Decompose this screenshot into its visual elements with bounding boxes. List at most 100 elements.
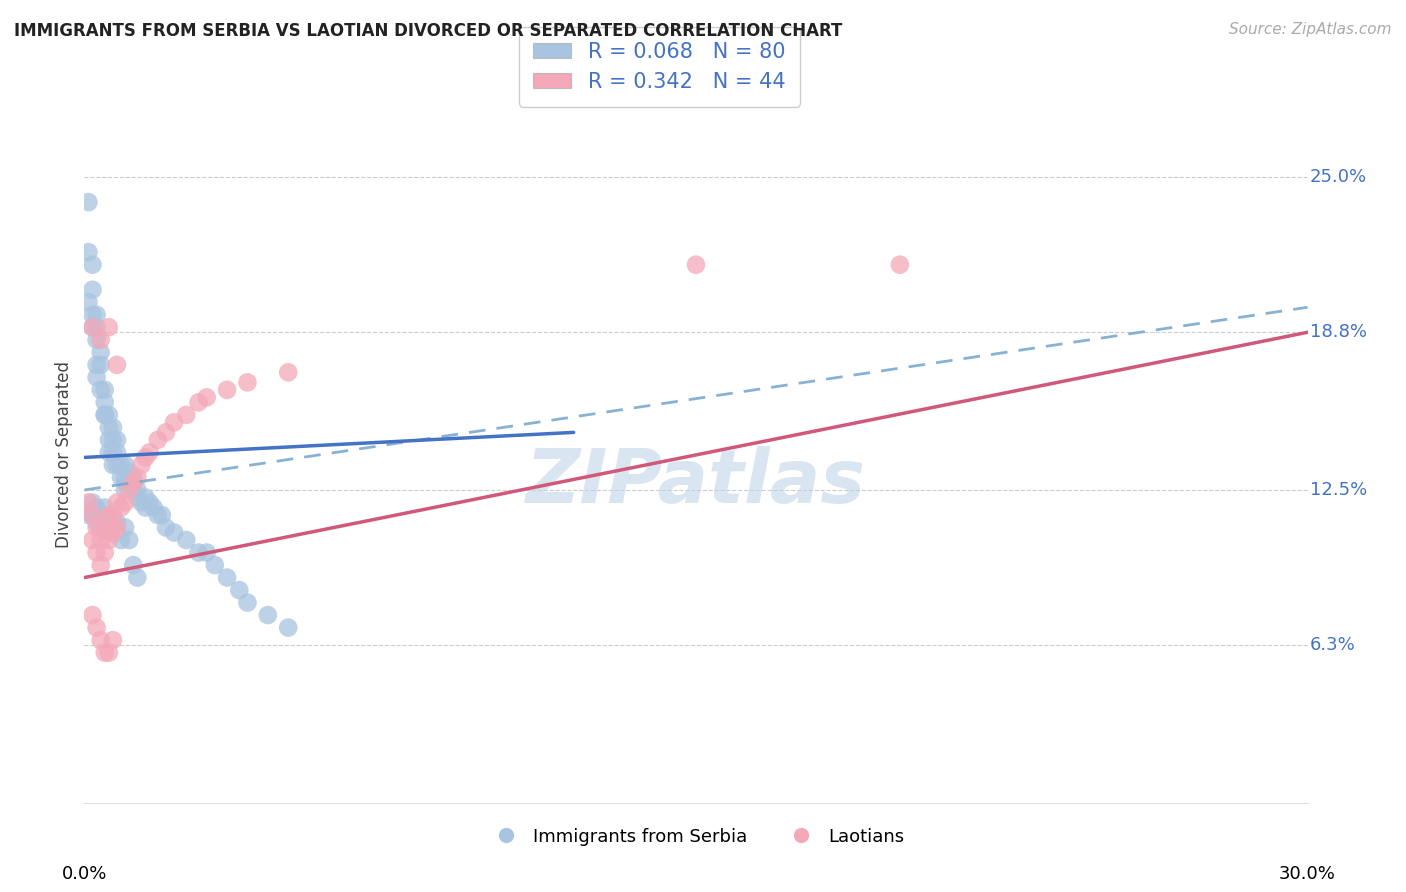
Point xyxy=(155,520,177,534)
Point xyxy=(146,433,169,447)
Point xyxy=(135,491,157,505)
Point xyxy=(90,358,112,372)
Point xyxy=(101,633,124,648)
Point xyxy=(135,450,157,465)
Point xyxy=(86,516,108,530)
Point xyxy=(97,320,120,334)
Point xyxy=(82,320,104,334)
Point xyxy=(90,520,112,534)
Point xyxy=(77,195,100,210)
Point xyxy=(195,390,218,404)
Text: 0.0%: 0.0% xyxy=(62,865,107,883)
Point xyxy=(105,358,128,372)
Point xyxy=(163,416,186,430)
Point xyxy=(93,520,115,534)
Point xyxy=(118,475,141,490)
Point xyxy=(90,383,112,397)
Point xyxy=(131,495,153,509)
Point xyxy=(277,621,299,635)
Point xyxy=(122,470,145,484)
Point xyxy=(150,508,173,522)
Point xyxy=(110,533,132,547)
Point xyxy=(127,491,149,505)
Point xyxy=(82,308,104,322)
Legend: Immigrants from Serbia, Laotians: Immigrants from Serbia, Laotians xyxy=(481,821,911,853)
Point xyxy=(138,445,160,459)
Point xyxy=(105,520,128,534)
Point xyxy=(187,395,209,409)
Point xyxy=(86,320,108,334)
Point xyxy=(127,470,149,484)
Point xyxy=(90,333,112,347)
Point xyxy=(114,483,136,497)
Point xyxy=(93,408,115,422)
Point xyxy=(101,516,124,530)
Point xyxy=(685,258,707,272)
Point xyxy=(101,525,124,540)
Point xyxy=(90,508,112,522)
Point xyxy=(93,545,115,559)
Point xyxy=(82,508,104,522)
Point xyxy=(82,508,104,522)
Point xyxy=(228,583,250,598)
Point xyxy=(236,376,259,390)
Point xyxy=(155,425,177,440)
Point xyxy=(90,533,112,547)
Point xyxy=(93,383,115,397)
Point xyxy=(142,500,165,515)
Point xyxy=(93,408,115,422)
Point xyxy=(122,558,145,572)
Point xyxy=(127,570,149,584)
Text: 30.0%: 30.0% xyxy=(1279,865,1336,883)
Point xyxy=(110,458,132,472)
Point xyxy=(82,495,104,509)
Text: Source: ZipAtlas.com: Source: ZipAtlas.com xyxy=(1229,22,1392,37)
Point xyxy=(77,245,100,260)
Point xyxy=(187,545,209,559)
Point xyxy=(114,520,136,534)
Point xyxy=(122,483,145,497)
Point xyxy=(217,570,239,584)
Point xyxy=(97,525,120,540)
Point xyxy=(82,258,104,272)
Point xyxy=(105,495,128,509)
Point xyxy=(101,420,124,434)
Text: 18.8%: 18.8% xyxy=(1310,323,1367,342)
Point xyxy=(90,633,112,648)
Point xyxy=(82,608,104,623)
Point xyxy=(101,433,124,447)
Point xyxy=(77,295,100,310)
Point xyxy=(97,646,120,660)
Point xyxy=(105,458,128,472)
Point xyxy=(114,475,136,490)
Point xyxy=(195,545,218,559)
Point xyxy=(77,495,100,509)
Text: 12.5%: 12.5% xyxy=(1310,481,1367,499)
Point xyxy=(889,258,911,272)
Point xyxy=(217,383,239,397)
Y-axis label: Divorced or Separated: Divorced or Separated xyxy=(55,361,73,549)
Point xyxy=(82,320,104,334)
Point xyxy=(77,508,100,522)
Point xyxy=(93,516,115,530)
Point xyxy=(114,495,136,509)
Point xyxy=(90,558,112,572)
Point xyxy=(97,408,120,422)
Point xyxy=(101,458,124,472)
Point xyxy=(118,466,141,480)
Point xyxy=(93,646,115,660)
Point xyxy=(86,308,108,322)
Point xyxy=(236,596,259,610)
Point xyxy=(174,533,197,547)
Point xyxy=(277,365,299,379)
Point xyxy=(82,533,104,547)
Point xyxy=(138,495,160,509)
Point xyxy=(127,483,149,497)
Point xyxy=(101,508,124,522)
Point xyxy=(135,500,157,515)
Point xyxy=(86,370,108,384)
Point xyxy=(105,445,128,459)
Point xyxy=(105,516,128,530)
Point xyxy=(114,470,136,484)
Text: 6.3%: 6.3% xyxy=(1310,636,1355,654)
